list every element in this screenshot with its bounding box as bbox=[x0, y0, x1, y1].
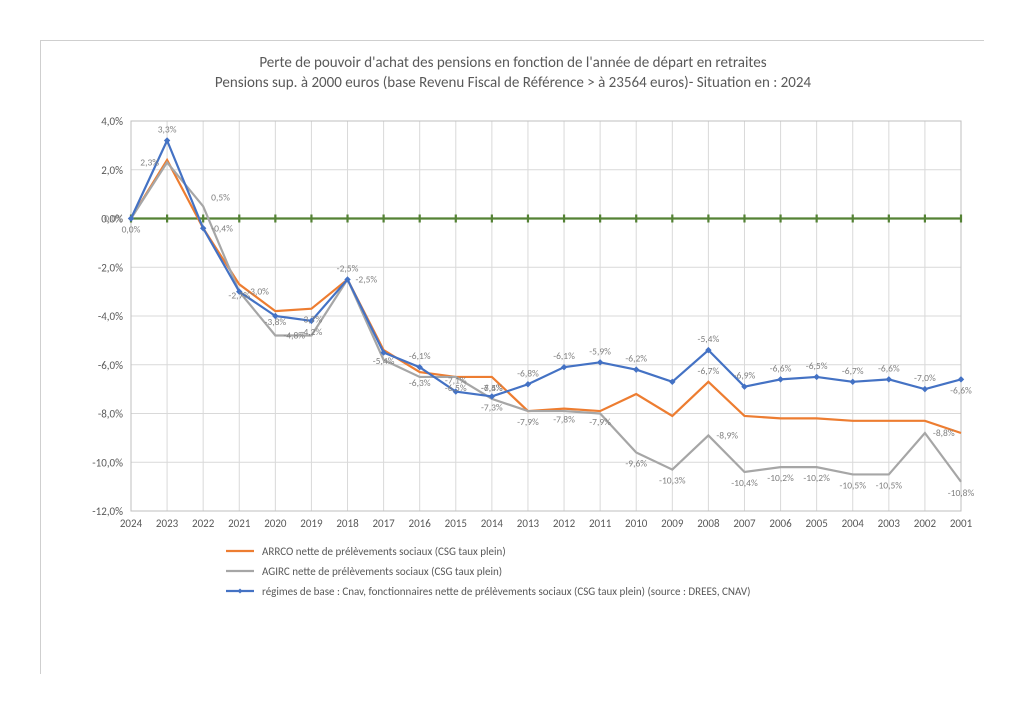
data-label: -7,3% bbox=[481, 401, 503, 413]
chart-title-line2: Pensions sup. à 2000 euros (base Revenu … bbox=[215, 74, 812, 92]
x-tick-label: 2007 bbox=[733, 517, 756, 530]
data-label: -6,6% bbox=[878, 362, 900, 374]
data-label: -6,7% bbox=[698, 365, 720, 377]
x-tick-label: 2002 bbox=[914, 517, 937, 530]
data-label: -4,2% bbox=[301, 326, 323, 338]
data-label: -7,1% bbox=[445, 375, 467, 387]
x-tick-label: 2004 bbox=[842, 517, 865, 530]
data-label: -3,7% bbox=[301, 314, 323, 326]
data-label: -10,2% bbox=[803, 472, 830, 484]
data-label: -7,4% bbox=[481, 382, 503, 394]
x-tick-label: 2019 bbox=[300, 517, 323, 530]
data-label: -3,8% bbox=[264, 316, 286, 328]
x-tick-label: 2001 bbox=[950, 517, 973, 530]
legend-label: régimes de base : Cnav, fonctionnaires n… bbox=[262, 585, 750, 598]
x-tick-label: 2024 bbox=[120, 517, 143, 530]
x-tick-label: 2014 bbox=[481, 517, 504, 530]
plot-bg bbox=[41, 41, 985, 675]
data-label: -2,5% bbox=[337, 262, 359, 274]
data-label: -6,5% bbox=[806, 360, 828, 372]
data-label: -7,9% bbox=[589, 416, 611, 428]
x-tick-label: 2005 bbox=[805, 517, 827, 530]
x-tick-label: 2022 bbox=[192, 517, 215, 530]
data-label: -6,7% bbox=[842, 365, 864, 377]
y-tick-label: -10,0% bbox=[92, 456, 123, 469]
data-label: -10,5% bbox=[839, 479, 866, 491]
x-tick-label: 2009 bbox=[661, 517, 684, 530]
y-tick-label: -4,0% bbox=[98, 310, 123, 323]
y-tick-label: -12,0% bbox=[92, 505, 123, 518]
data-label: -5,9% bbox=[589, 345, 611, 357]
x-tick-label: 2013 bbox=[517, 517, 540, 530]
data-label: -7,0% bbox=[914, 372, 936, 384]
data-label: -9,6% bbox=[625, 458, 647, 470]
legend-label: AGIRC nette de prélèvements sociaux (CSG… bbox=[262, 565, 502, 578]
x-tick-label: 2017 bbox=[372, 517, 395, 530]
x-tick-label: 2011 bbox=[589, 517, 612, 530]
data-label: -0,4% bbox=[211, 222, 233, 234]
data-label: -8,9% bbox=[716, 429, 738, 441]
data-label: -6,2% bbox=[625, 353, 647, 365]
data-label: -10,5% bbox=[876, 479, 903, 491]
data-label: -10,4% bbox=[731, 477, 758, 489]
data-label: -6,6% bbox=[950, 384, 972, 396]
data-label: -10,8% bbox=[948, 487, 975, 499]
x-tick-label: 2008 bbox=[697, 517, 720, 530]
x-tick-label: 2006 bbox=[769, 517, 792, 530]
x-tick-label: 2020 bbox=[264, 517, 287, 530]
chart-page: -12,0% -10,0% -8,0% -6,0% -4,0% -2,0% 0,0% 2,0%… bbox=[0, 0, 1024, 724]
data-label: 0,0% bbox=[122, 224, 141, 236]
y-tick-label: -2,0% bbox=[98, 261, 123, 274]
data-label: 0,0% bbox=[104, 213, 123, 225]
data-label: 0,5% bbox=[211, 191, 230, 203]
y-tick-label: -8,0% bbox=[98, 408, 123, 421]
chart-frame: -12,0% -10,0% -8,0% -6,0% -4,0% -2,0% 0,0% 2,0%… bbox=[40, 40, 984, 674]
data-label: -3,0% bbox=[247, 286, 269, 298]
x-tick-label: 2003 bbox=[878, 517, 901, 530]
y-tick-label: -6,0% bbox=[98, 359, 123, 372]
line-chart: -12,0% -10,0% -8,0% -6,0% -4,0% -2,0% 0,0% 2,0%… bbox=[41, 41, 985, 675]
chart-title-line1: Perte de pouvoir d'achat des pensions en… bbox=[259, 54, 766, 72]
data-label: 2,3% bbox=[140, 156, 159, 168]
data-label: -6,1% bbox=[409, 350, 431, 362]
x-tick-label: 2023 bbox=[156, 517, 179, 530]
data-label: -5,4% bbox=[698, 333, 720, 345]
data-label: -10,3% bbox=[659, 475, 686, 487]
x-tick-label: 2016 bbox=[409, 517, 432, 530]
x-tick-label: 2018 bbox=[336, 517, 359, 530]
x-tick-label: 2015 bbox=[445, 517, 467, 530]
data-label: -6,1% bbox=[553, 350, 575, 362]
data-label: -8,8% bbox=[933, 427, 955, 439]
data-label: -6,3% bbox=[409, 377, 431, 389]
data-label: -6,8% bbox=[517, 367, 539, 379]
data-label: -6,6% bbox=[770, 362, 792, 374]
data-label: -7,9% bbox=[517, 416, 539, 428]
x-tick-label: 2012 bbox=[553, 517, 576, 530]
legend-label: ARRCO nette de prélèvements sociaux (CSG… bbox=[262, 545, 506, 558]
y-tick-label: 2,0% bbox=[101, 164, 123, 177]
x-tick-label: 2010 bbox=[625, 517, 648, 530]
data-label: -10,2% bbox=[767, 472, 794, 484]
x-tick-label: 2021 bbox=[228, 517, 251, 530]
data-label: 3,3% bbox=[158, 124, 177, 136]
data-label: -2,5% bbox=[356, 273, 378, 285]
data-label: -7,8% bbox=[553, 414, 575, 426]
y-tick-label: 4,0% bbox=[101, 115, 123, 128]
data-label: -6,9% bbox=[734, 370, 756, 382]
data-label: -5,4% bbox=[373, 355, 395, 367]
